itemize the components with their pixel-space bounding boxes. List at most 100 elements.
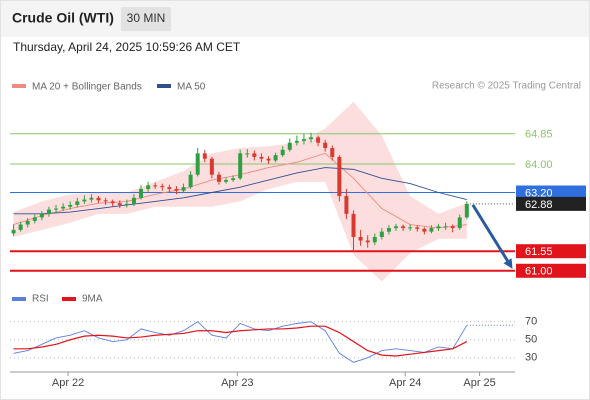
x-tick-label: Apr 23 xyxy=(221,377,253,389)
candle-body xyxy=(379,231,384,237)
candle-body xyxy=(294,140,299,143)
candle-body xyxy=(401,226,406,229)
level-label: 64.85 xyxy=(525,129,553,141)
timeframe: 30 MIN xyxy=(127,11,166,25)
rsi-line xyxy=(13,321,468,363)
forecast-arrow xyxy=(471,204,513,269)
y-tick-label: 50 xyxy=(525,334,537,346)
candle-body xyxy=(337,156,342,197)
candle-body xyxy=(160,186,165,188)
candle-body xyxy=(174,188,179,191)
candle-body xyxy=(287,142,292,150)
candle-body xyxy=(464,203,469,218)
candle-body xyxy=(358,236,363,241)
legend-swatch xyxy=(62,297,76,301)
current-price-label: 62.88 xyxy=(525,199,553,211)
level-label-bg xyxy=(516,185,586,200)
candle-body xyxy=(238,153,243,179)
candle-body xyxy=(82,199,87,202)
candle-body xyxy=(429,228,434,232)
candle-body xyxy=(443,226,448,228)
candle-body xyxy=(245,153,250,155)
legend-label: MA 20 + Bollinger Bands xyxy=(32,82,142,93)
legend-swatch xyxy=(12,297,26,301)
candle-body xyxy=(394,226,399,229)
candle-body xyxy=(330,148,335,157)
y-tick-label: 30 xyxy=(525,352,537,364)
candle-body xyxy=(32,217,37,221)
candle-body xyxy=(259,156,264,159)
level-label: 64.00 xyxy=(525,159,553,171)
rsi-line xyxy=(13,325,468,357)
legend-swatch xyxy=(12,84,26,88)
x-tick-label: Apr 25 xyxy=(463,377,495,389)
candle-body xyxy=(153,185,158,187)
candle-body xyxy=(146,185,151,189)
candle-body xyxy=(422,228,427,232)
candle-body xyxy=(323,142,328,149)
candle-body xyxy=(309,137,314,140)
legend-label: 9MA xyxy=(82,294,103,305)
credit: Research © 2025 Trading Central xyxy=(432,81,581,92)
ma-line xyxy=(13,167,467,215)
x-tick-label: Apr 22 xyxy=(52,377,84,389)
candle-body xyxy=(372,236,377,243)
level-label: 61.00 xyxy=(525,266,553,278)
timeframe-badge xyxy=(121,7,171,31)
header-bar xyxy=(1,1,589,37)
candle-body xyxy=(11,229,16,234)
candle-body xyxy=(46,209,51,214)
candle-body xyxy=(273,155,278,161)
candle-body xyxy=(103,200,108,202)
current-price-bg xyxy=(516,196,586,211)
timestamp: Thursday, April 24, 2025 10:59:26 AM CET xyxy=(13,40,241,54)
level-label: 61.55 xyxy=(525,246,553,258)
candle-body xyxy=(124,203,129,205)
candle-body xyxy=(131,197,136,204)
candle-body xyxy=(344,196,349,214)
level-label-bg xyxy=(516,263,586,278)
candle-body xyxy=(75,201,80,205)
candle-body xyxy=(167,187,172,189)
candle-body xyxy=(25,220,30,225)
candle-body xyxy=(209,158,214,175)
legend-swatch xyxy=(157,84,171,88)
legend-label: RSI xyxy=(32,294,49,305)
y-tick-label: 70 xyxy=(525,316,537,328)
candle-body xyxy=(301,139,306,141)
candle-body xyxy=(110,201,115,204)
candle-body xyxy=(386,228,391,232)
candle-body xyxy=(202,153,207,159)
candle-body xyxy=(96,197,101,201)
candle-body xyxy=(415,227,420,229)
legend-label: MA 50 xyxy=(177,82,206,93)
candle-body xyxy=(351,213,356,237)
candle-body xyxy=(181,187,186,191)
candle-body xyxy=(39,213,44,218)
level-label-bg xyxy=(516,244,586,259)
candle-body xyxy=(280,149,285,156)
candle-body xyxy=(252,153,257,157)
candle-body xyxy=(18,224,23,230)
candle-body xyxy=(117,203,122,205)
title: Crude Oil (WTI) xyxy=(12,10,114,26)
candle-body xyxy=(68,204,73,207)
candle-body xyxy=(231,178,236,181)
candle-body xyxy=(408,227,413,229)
candle-body xyxy=(365,240,370,243)
candle-body xyxy=(266,158,271,161)
candle-body xyxy=(216,174,221,182)
candle-body xyxy=(436,226,441,229)
candle-body xyxy=(61,206,66,209)
x-tick-label: Apr 24 xyxy=(389,377,421,389)
candle-body xyxy=(450,226,455,229)
candle-body xyxy=(224,180,229,182)
level-label: 63.20 xyxy=(525,187,553,199)
candle-body xyxy=(457,217,462,229)
candle-body xyxy=(316,137,321,143)
candle-body xyxy=(54,208,59,210)
candle-body xyxy=(139,188,144,198)
candle-body xyxy=(89,197,94,200)
